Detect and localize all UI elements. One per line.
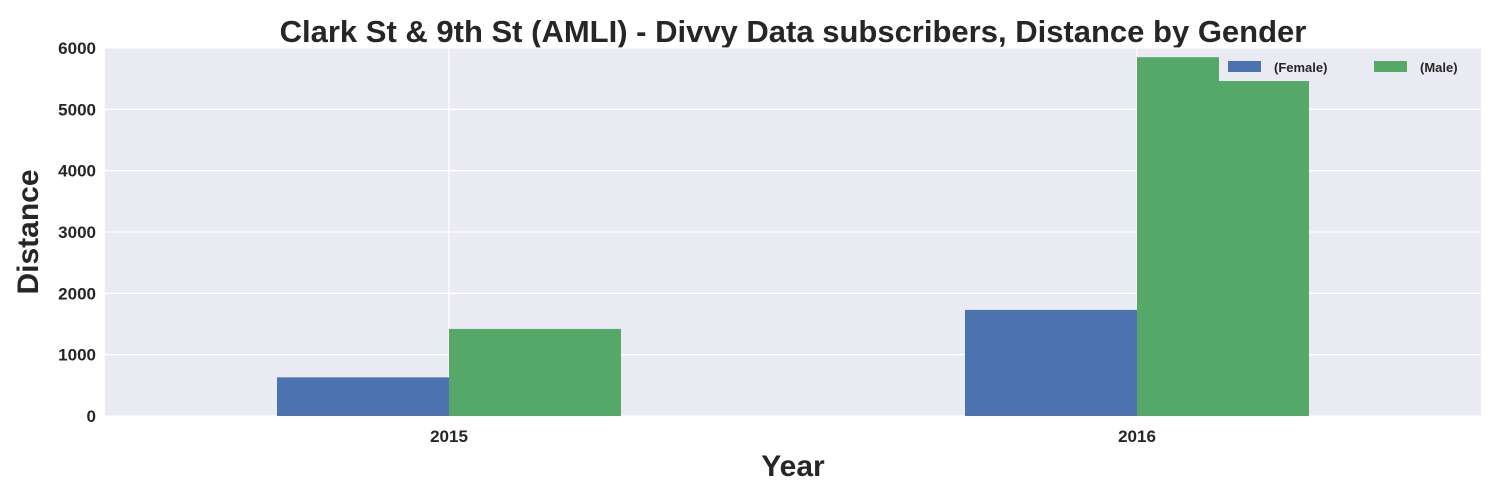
y-tick-label-4: 4000 <box>58 162 96 181</box>
legend-label-1: (Male) <box>1420 60 1458 75</box>
y-tick-label-1: 1000 <box>58 346 96 365</box>
y-tick-label-2: 2000 <box>58 284 96 303</box>
y-tick-label-0: 0 <box>87 407 96 426</box>
y-axis-label: Distance <box>12 169 45 294</box>
legend-label-0: (Female) <box>1274 60 1327 75</box>
bar-2015-male <box>449 328 621 416</box>
legend-background <box>1219 52 1477 81</box>
bar-2016-female <box>965 309 1137 416</box>
legend: (Female) (Male) <box>1219 52 1477 81</box>
bar-2016-male <box>1137 57 1309 416</box>
y-tick-label-5: 5000 <box>58 100 96 119</box>
chart-title: Clark St & 9th St (AMLI) - Divvy Data su… <box>280 14 1307 49</box>
x-axis-label: Year <box>761 450 825 483</box>
y-tick-label-3: 3000 <box>58 223 96 242</box>
legend-swatch-1 <box>1374 61 1407 72</box>
bars <box>277 57 1309 416</box>
y-axis-ticks: 0 1000 2000 3000 4000 5000 6000 <box>58 39 96 426</box>
x-tick-label-1: 2016 <box>1118 427 1156 446</box>
bar-2015-female <box>277 377 449 416</box>
y-tick-label-6: 6000 <box>58 39 96 58</box>
x-tick-label-0: 2015 <box>430 427 468 446</box>
x-axis-ticks: 2015 2016 <box>430 427 1156 446</box>
legend-swatch-0 <box>1228 61 1261 72</box>
